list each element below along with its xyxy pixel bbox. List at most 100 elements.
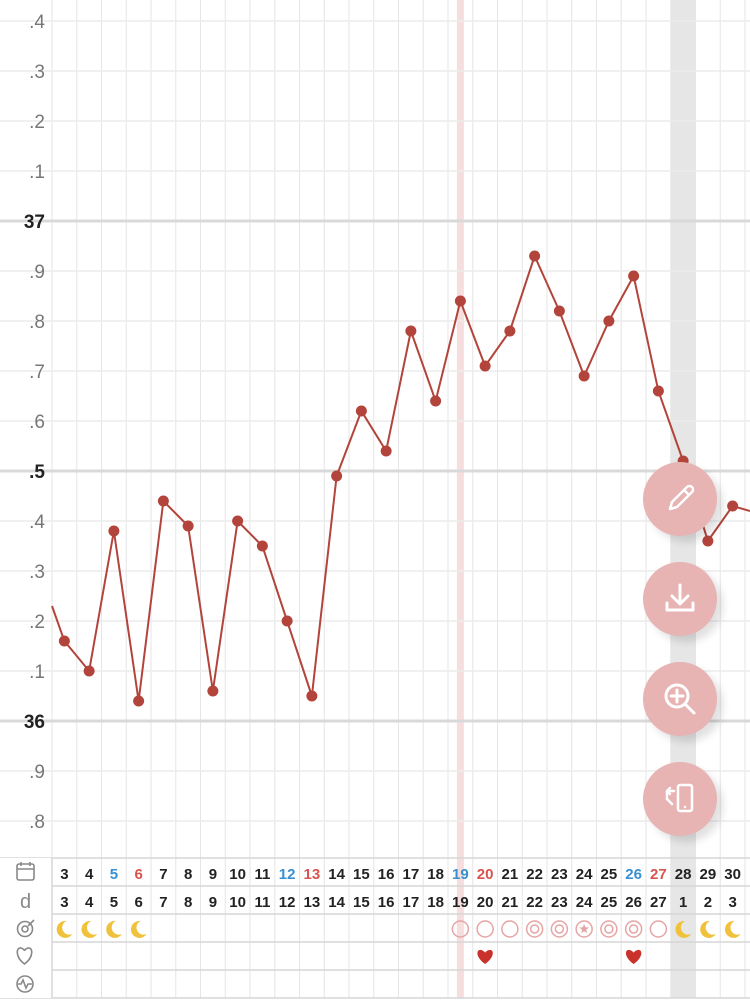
date-label: 6	[134, 866, 142, 883]
date-label: 14	[328, 866, 345, 883]
cycle-day-label: 7	[159, 894, 167, 911]
pulse-icon	[16, 975, 34, 993]
y-axis-label: .7	[29, 362, 45, 383]
temperature-point	[281, 615, 293, 627]
date-label: 8	[184, 866, 192, 883]
y-axis-label: .1	[29, 662, 45, 683]
fertile-circle-icon	[476, 920, 494, 938]
temperature-point	[207, 685, 219, 697]
date-label: 21	[502, 866, 519, 883]
highlight-column-ovulation-day	[456, 0, 464, 998]
date-label: 16	[378, 866, 395, 883]
cycle-day-label: 19	[452, 894, 469, 911]
y-axis-label: .9	[29, 762, 45, 783]
cycle-day-label: 2	[704, 894, 712, 911]
cycle-day-label: 17	[403, 894, 420, 911]
fertile-target-icon	[600, 920, 618, 938]
date-label: 26	[625, 866, 642, 883]
temperature-point	[405, 325, 417, 337]
fertile-circle-icon	[451, 920, 470, 938]
y-axis-label: .8	[29, 312, 45, 333]
temperature-point	[380, 445, 392, 457]
calendar-icon	[16, 862, 35, 881]
rotate-screen-button[interactable]	[643, 762, 717, 836]
moon-icon	[700, 920, 716, 938]
y-axis-label: .3	[29, 562, 45, 583]
temperature-point	[306, 690, 318, 702]
heart-outline-icon	[16, 947, 33, 965]
temperature-point	[355, 405, 367, 417]
date-label: 3	[60, 866, 68, 883]
y-axis-label: .4	[29, 512, 45, 533]
y-axis-label: 37	[24, 212, 45, 233]
date-label: 11	[254, 866, 270, 883]
fertile-circle-icon	[501, 920, 519, 938]
date-label: 15	[353, 866, 370, 883]
y-axis-label: .8	[29, 812, 45, 833]
temperature-point	[578, 370, 590, 382]
date-label: 4	[85, 866, 94, 883]
temperature-point	[232, 515, 244, 527]
cycle-day-label: 14	[328, 894, 345, 911]
date-label: 20	[477, 866, 494, 883]
row-header-column	[0, 858, 52, 998]
y-axis-label: 36	[24, 712, 45, 733]
temperature-point	[157, 495, 169, 507]
y-axis-label: .6	[29, 412, 45, 433]
temperature-point	[133, 695, 145, 707]
temperature-point	[256, 540, 268, 552]
download-button[interactable]	[643, 562, 717, 636]
rotate-screen-icon	[665, 783, 694, 813]
cycle-day-label: 3	[728, 894, 736, 911]
y-axis-label: .2	[29, 612, 45, 633]
cycle-day-label: 13	[304, 894, 321, 911]
cycle-day-label: 23	[551, 894, 568, 911]
moon-icon	[724, 920, 741, 938]
y-axis-label: .5	[29, 462, 45, 483]
fertility-target-icon	[16, 919, 35, 938]
moon-icon	[81, 920, 98, 938]
pencil-icon	[668, 484, 695, 511]
download-icon	[665, 583, 695, 612]
temperature-point	[430, 395, 442, 407]
temperature-point	[83, 665, 95, 677]
cycle-day-label: 22	[526, 894, 543, 911]
temperature-point	[529, 250, 541, 262]
temperature-point	[58, 635, 70, 647]
fertile-star-icon	[575, 920, 593, 938]
temperature-point	[628, 270, 640, 282]
moon-icon	[106, 920, 122, 938]
temperature-point	[182, 520, 194, 532]
intercourse-heart-icon	[625, 949, 642, 964]
temperature-point	[454, 295, 466, 307]
fertile-target-icon	[624, 920, 643, 938]
cycle-day-label: 15	[353, 894, 370, 911]
y-axis-label: .2	[29, 112, 45, 133]
cycle-day-label: 24	[576, 894, 593, 911]
edit-temperature-button[interactable]	[643, 462, 717, 536]
moon-icon	[56, 920, 73, 938]
date-label: 22	[526, 866, 543, 883]
cycle-day-row-label: d	[20, 891, 31, 913]
date-label: 23	[551, 866, 568, 883]
zoom-button[interactable]	[643, 662, 717, 736]
temperature-point	[603, 315, 615, 327]
temperature-point	[652, 385, 664, 397]
temperature-line	[51, 253, 750, 702]
date-label: 28	[675, 866, 692, 883]
cycle-day-label: 4	[85, 894, 94, 911]
cycle-day-label: 11	[254, 894, 270, 911]
date-label: 13	[304, 866, 321, 883]
cycle-day-label: 12	[279, 894, 296, 911]
date-label: 12	[279, 866, 296, 883]
temperature-point	[702, 535, 714, 547]
cycle-day-label: 18	[427, 894, 444, 911]
y-axis-label: .3	[29, 62, 45, 83]
cycle-day-label: 1	[679, 894, 687, 911]
moon-icon	[130, 920, 147, 938]
date-label: 29	[700, 866, 717, 883]
cycle-day-label: 10	[229, 894, 246, 911]
temperature-point	[108, 525, 120, 537]
temperature-point	[504, 325, 516, 337]
